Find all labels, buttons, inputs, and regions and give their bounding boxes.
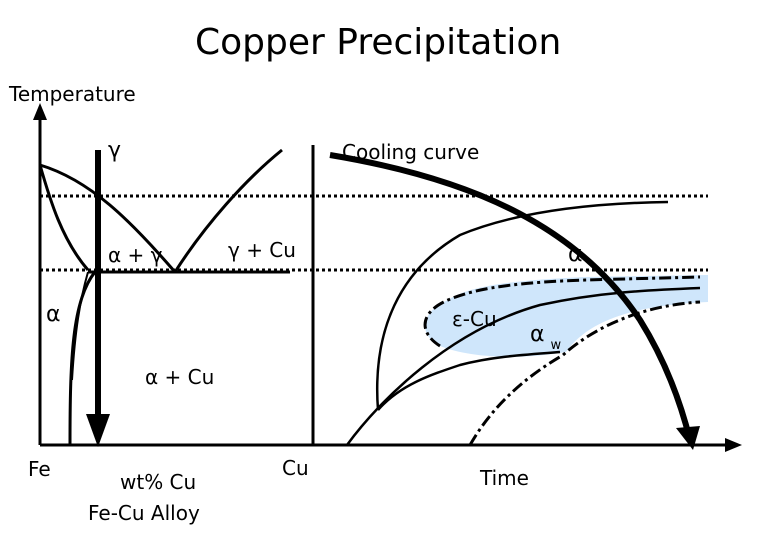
alpha-gamma-label: α + γ: [108, 243, 163, 267]
time-axis-arrowhead: [725, 438, 742, 452]
wt-cu-label: wt% Cu: [120, 470, 197, 494]
cooling-curve-label: Cooling curve: [342, 140, 480, 164]
epsilon-cu-lower-boundary: [468, 300, 701, 446]
gamma-label: γ: [108, 138, 122, 163]
gamma-cu-label: γ + Cu: [228, 238, 296, 262]
temperature-axis-arrowhead: [33, 103, 47, 120]
epsilon-cu-boundary: [423, 275, 701, 348]
cu-label: Cu: [282, 456, 309, 480]
gamma-liquidus-right: [173, 148, 283, 273]
alpha-boundary-left: [71, 271, 89, 381]
alpha-gamma-upper-boundary: [39, 163, 177, 273]
fe-label: Fe: [28, 457, 51, 481]
a3-line-left: [38, 164, 90, 271]
diagram-title: Copper Precipitation: [195, 22, 562, 63]
alpha-region-label: α: [46, 302, 61, 327]
alpha-ttt-label: α: [568, 242, 583, 267]
cooling-curve-arrowhead: [676, 426, 700, 450]
alloy-cooling-arrowhead: [86, 414, 110, 447]
alloy-label: Fe-Cu Alloy: [88, 501, 200, 525]
alpha-w-subscript: w: [550, 338, 562, 353]
alpha-cu-label: α + Cu: [145, 365, 215, 389]
epsilon-cu-label: ε-Cu: [452, 307, 497, 331]
alpha-w-main: α: [530, 322, 545, 347]
alpha-solvus-curve: [68, 271, 97, 446]
cooling-curve: [329, 152, 693, 441]
epsilon-cu-region: [425, 275, 708, 357]
time-axis-label: Time: [480, 466, 529, 490]
alpha-lower-connector: [377, 350, 561, 411]
alpha-start-curve: [376, 200, 669, 411]
temperature-axis-label: Temperature: [9, 82, 136, 106]
alpha-finish-curve: [345, 286, 701, 446]
